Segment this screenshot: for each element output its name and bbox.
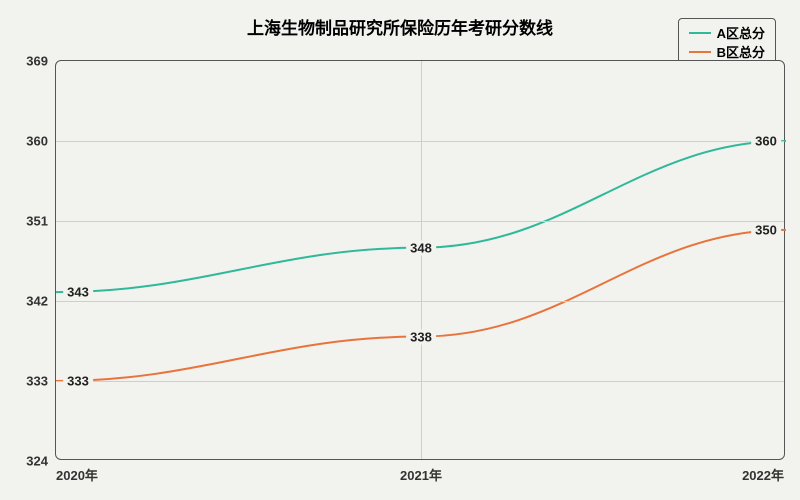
data-label: 350 <box>751 222 781 237</box>
plot-area: 3243333423513603692020年2021年2022年3433483… <box>55 60 785 460</box>
y-tick-label: 360 <box>26 134 48 149</box>
gridline-h <box>56 301 784 302</box>
legend-swatch-a <box>689 32 711 34</box>
legend-label-a: A区总分 <box>717 23 765 42</box>
gridline-h <box>56 381 784 382</box>
legend-item-b: B区总分 <box>689 42 765 61</box>
data-label: 360 <box>751 134 781 149</box>
x-tick-label: 2021年 <box>400 465 442 484</box>
y-tick-label: 351 <box>26 214 48 229</box>
chart-title: 上海生物制品研究所保险历年考研分数线 <box>247 14 553 39</box>
x-tick-label: 2022年 <box>742 465 784 484</box>
chart-container: 上海生物制品研究所保险历年考研分数线 A区总分 B区总分 324 333 342 35… <box>0 0 800 500</box>
y-tick-label: 333 <box>26 374 48 389</box>
x-tick-label: 2020年 <box>56 465 98 484</box>
y-tick-label: 342 <box>26 294 48 309</box>
gridline-h <box>56 221 784 222</box>
y-tick-label: 324 <box>26 454 48 469</box>
data-label: 348 <box>406 240 436 255</box>
gridline-v <box>421 61 422 459</box>
legend-item-a: A区总分 <box>689 23 765 42</box>
legend-swatch-b <box>689 51 711 53</box>
data-label: 338 <box>406 329 436 344</box>
y-tick-label: 369 <box>26 54 48 69</box>
gridline-h <box>56 141 784 142</box>
legend-label-b: B区总分 <box>717 42 765 61</box>
legend: A区总分 B区总分 <box>678 18 776 66</box>
data-label: 343 <box>63 285 93 300</box>
data-label: 333 <box>63 374 93 389</box>
